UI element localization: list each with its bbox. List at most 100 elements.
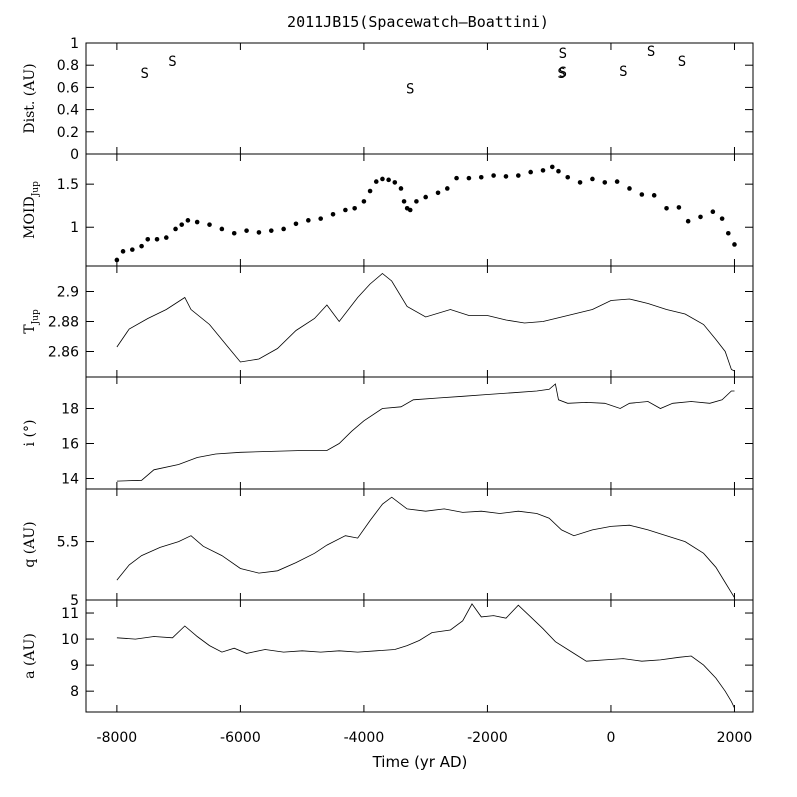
panel-inc-ylabel: i (°): [22, 420, 38, 447]
moid-point: [392, 180, 398, 185]
moid-point: [732, 242, 737, 247]
moid-point: [120, 249, 126, 254]
moid-point: [185, 218, 191, 223]
moid-point: [231, 230, 237, 236]
panel-inc-ylabel-main: i (°): [22, 420, 38, 447]
moid-point: [602, 180, 608, 185]
moid-point: [194, 219, 200, 225]
moid-point: [398, 186, 404, 191]
panel-inc: 14 16 18 i (°): [22, 376, 754, 490]
panel-moid-ylabel: MOIDJup: [22, 181, 41, 239]
moid-point: [401, 199, 407, 204]
moid-point: [698, 214, 703, 220]
moid-point: [565, 174, 571, 180]
moid-point: [244, 228, 249, 233]
moid-point: [540, 168, 546, 173]
panel-inc-ytick-label: 14: [61, 472, 79, 488]
moid-point: [330, 212, 336, 217]
moid-point: [268, 228, 274, 233]
panel-a-series-line: [116, 603, 735, 709]
panel-tjup-ylabel: TJup: [22, 309, 41, 334]
panel-a-ytick-label: 11: [61, 606, 79, 622]
moid-point: [386, 177, 391, 183]
panel-dist-ylabel-main: Dist. (AU): [22, 63, 38, 133]
moid-point: [361, 199, 367, 204]
moid-point: [373, 179, 379, 184]
moid-point: [380, 176, 385, 182]
moid-point: [719, 216, 725, 221]
panel-a-ytick-label: 8: [70, 684, 79, 700]
moid-point: [685, 218, 691, 224]
panel-dist-ytick-label: 0.8: [57, 58, 79, 74]
moid-point: [614, 179, 620, 184]
panel-moid: 1 1.5 MOIDJup: [22, 153, 754, 267]
moid-point: [407, 207, 413, 213]
moid-point: [423, 194, 428, 200]
encounter-marker: S: [559, 65, 567, 81]
chart-title: 2011JB15(Spacewatch–Boattini): [287, 13, 549, 31]
moid-point: [219, 226, 225, 232]
moid-point: [725, 230, 731, 236]
moid-point: [414, 199, 419, 204]
moid-point: [343, 207, 348, 213]
moid-point: [466, 175, 472, 181]
moid-point: [664, 205, 669, 211]
encounter-marker: S: [168, 54, 176, 70]
x-axis-label: Time (yr AD): [372, 753, 468, 771]
encounter-marker: S: [647, 44, 655, 60]
x-axis: -8000 -6000 -4000 -2000 0 2000: [97, 730, 753, 746]
panel-moid-ylabel-sub: Jup: [31, 181, 41, 197]
encounter-marker: S: [140, 66, 148, 82]
panel-moid-frame: [85, 153, 754, 267]
panel-q-frame: [85, 488, 754, 601]
moid-point: [207, 222, 212, 227]
panel-moid-ylabel-main: MOID: [22, 196, 38, 239]
panel-a-ytick-label: 9: [70, 658, 79, 674]
panel-tjup: 2.86 2.88 2.9 TJup: [22, 265, 754, 378]
x-tick-label: -6000: [220, 730, 261, 746]
panel-tjup-frame: [85, 265, 754, 378]
moid-point: [145, 236, 151, 242]
panel-a-ylabel-main: a (AU): [22, 633, 38, 679]
panel-dist-ytick-label: 1: [70, 36, 79, 52]
panel-a-ytick-label: 10: [61, 632, 79, 648]
x-tick-label: 2000: [717, 730, 753, 746]
moid-point: [651, 193, 657, 198]
moid-point: [281, 226, 286, 232]
panel-a: 8 9 10 11 a (AU): [22, 599, 754, 713]
moid-point: [352, 205, 357, 211]
moid-point: [179, 222, 185, 227]
moid-point: [139, 243, 144, 249]
panel-a-frame: [85, 599, 754, 713]
moid-point: [293, 221, 299, 227]
moid-point: [173, 226, 178, 232]
moid-point: [577, 180, 583, 185]
moid-point: [556, 168, 561, 174]
encounter-marker: S: [557, 66, 565, 82]
panel-inc-ytick-label: 16: [61, 437, 79, 453]
encounter-marker: S: [678, 54, 686, 70]
moid-point: [318, 216, 323, 221]
panel-q: 5 5.5 q (AU): [22, 488, 754, 609]
panel-dist-ytick-label: 0.2: [57, 125, 79, 141]
panel-inc-ytick-label: 18: [61, 402, 79, 418]
panel-tjup-ytick-label: 2.86: [48, 345, 79, 361]
panel-tjup-ylabel-sub: Jup: [31, 309, 41, 325]
panel-q-ytick-label: 5.5: [57, 535, 79, 551]
moid-point: [454, 175, 459, 181]
moid-point: [435, 190, 441, 196]
panel-q-ylabel-main: q (AU): [22, 521, 38, 567]
encounter-marker: S: [406, 82, 414, 98]
moid-point: [590, 176, 595, 182]
panel-moid-ytick-label: 1.5: [57, 177, 79, 193]
x-tick-label: 0: [606, 730, 615, 746]
moid-point: [503, 174, 509, 179]
panel-dist-ytick-label: 0.6: [57, 80, 79, 96]
panel-q-series-line: [116, 496, 735, 598]
x-tick-label: -2000: [467, 730, 508, 746]
x-tick-label: -4000: [344, 730, 385, 746]
moid-point: [516, 173, 521, 178]
